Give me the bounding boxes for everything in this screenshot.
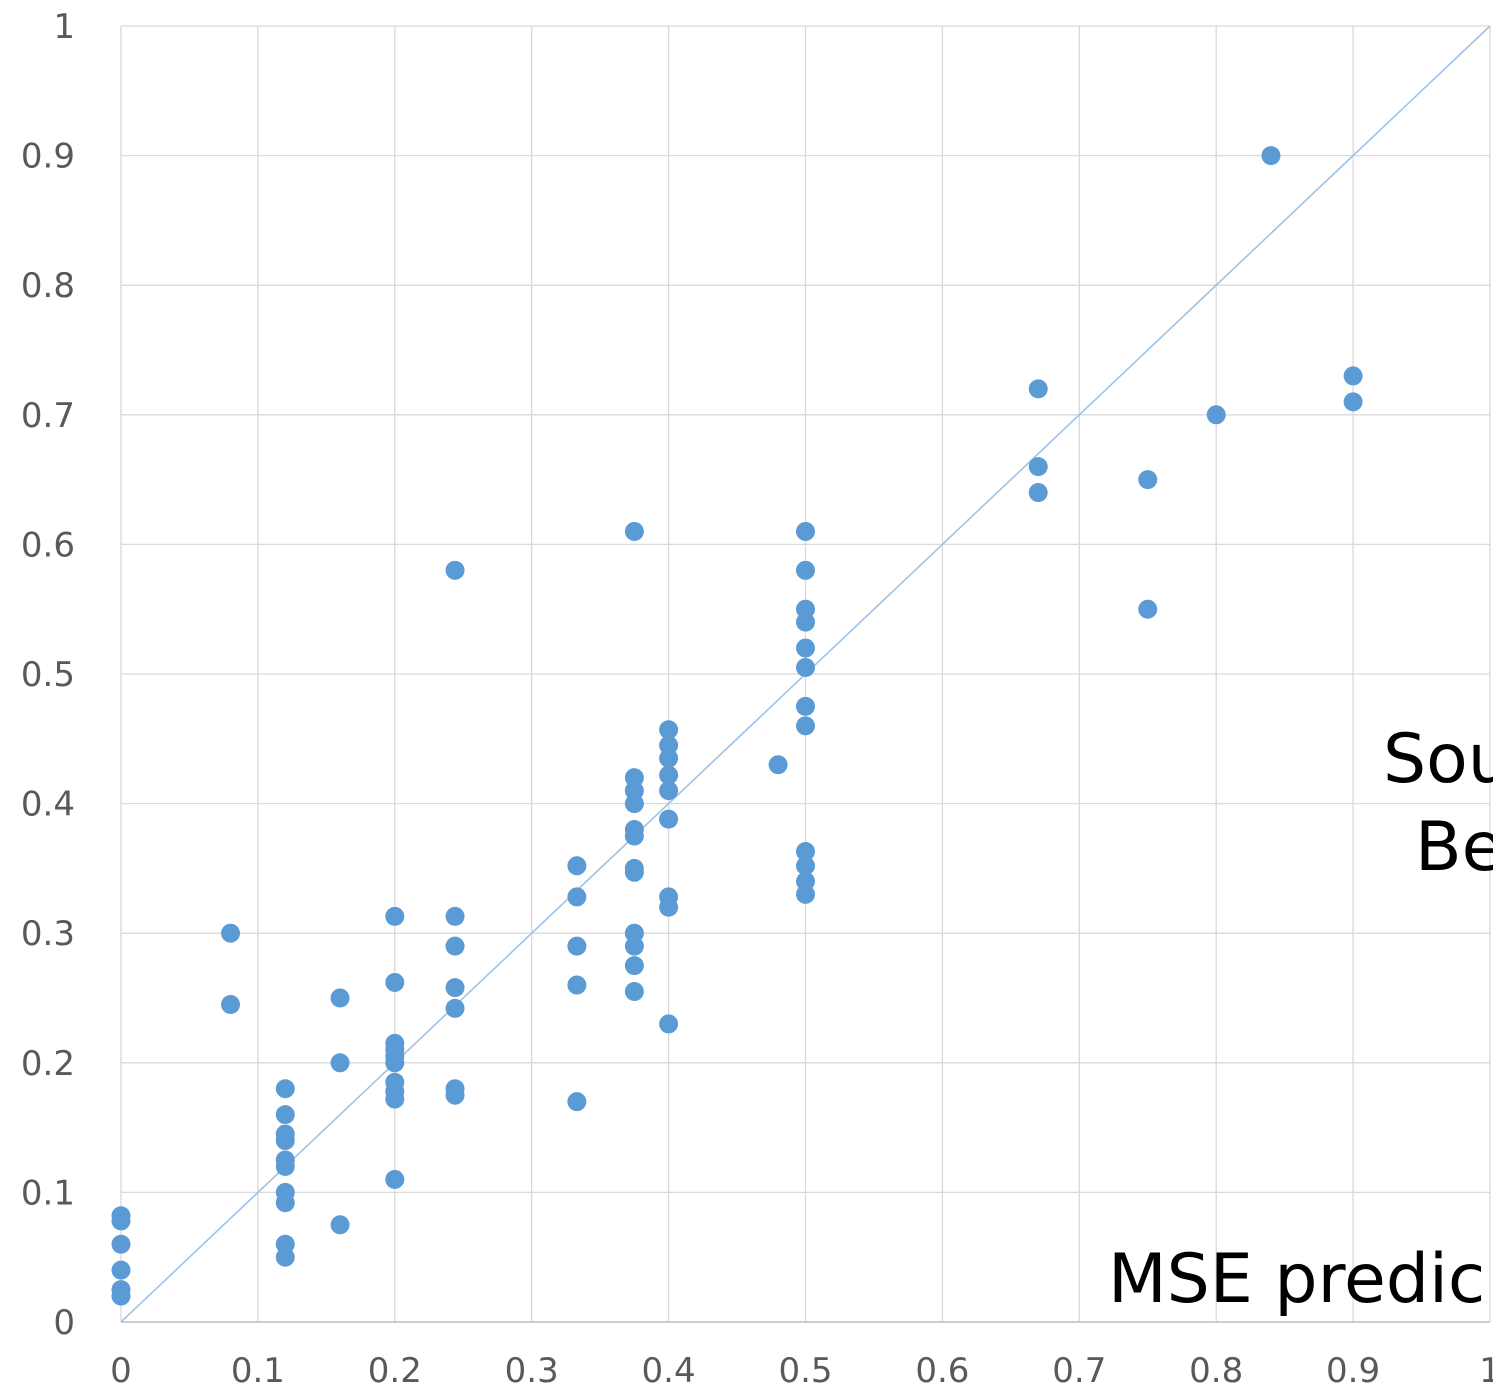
data-point <box>567 856 587 876</box>
y-tick-label: 0.4 <box>21 785 75 825</box>
data-point <box>1138 599 1158 619</box>
data-point <box>796 638 815 658</box>
data-point <box>221 994 241 1014</box>
x-tick-label: 0.8 <box>1189 1351 1243 1387</box>
data-point <box>796 716 815 736</box>
data-point <box>385 906 405 926</box>
y-tick-label: 0.9 <box>21 137 75 177</box>
y-tick-label: 1 <box>53 7 75 47</box>
data-point <box>1028 379 1048 399</box>
y-tick-label: 0.1 <box>21 1173 75 1213</box>
data-point <box>111 1211 131 1231</box>
x-tick-label: 0.2 <box>368 1351 422 1387</box>
data-point <box>659 809 679 829</box>
data-point <box>1206 405 1226 425</box>
data-point <box>445 998 465 1018</box>
data-point <box>796 521 815 541</box>
data-point <box>567 936 587 956</box>
data-point <box>445 906 465 926</box>
data-point <box>1028 457 1048 477</box>
data-point <box>624 956 644 976</box>
y-tick-labels: 0 0.1 0.2 0.3 0.4 0.5 0.6 0.7 0.8 0.9 1 <box>21 7 75 1343</box>
y-tick-label: 0 <box>53 1303 75 1343</box>
x-tick-label: 0.5 <box>778 1351 832 1387</box>
data-point <box>385 1089 405 1109</box>
data-point <box>330 988 350 1008</box>
data-point <box>567 975 587 995</box>
data-point <box>275 1247 295 1267</box>
x-tick-label: 0 <box>110 1351 132 1387</box>
y-tick-label: 0.8 <box>21 266 75 306</box>
data-point <box>111 1260 131 1280</box>
data-point <box>624 794 644 814</box>
data-point <box>796 884 815 904</box>
data-point <box>659 748 679 768</box>
y-tick-label: 0.5 <box>21 655 75 695</box>
data-point <box>624 862 644 882</box>
data-point <box>385 1169 405 1189</box>
y-tick-label: 0.7 <box>21 396 75 436</box>
data-point <box>659 781 679 801</box>
data-points <box>111 146 1363 1306</box>
data-point <box>796 612 815 632</box>
data-point <box>275 1193 295 1213</box>
data-point <box>659 1014 679 1034</box>
data-point <box>624 982 644 1002</box>
data-point <box>1261 146 1281 166</box>
data-point <box>330 1053 350 1073</box>
x-tick-label: 1 <box>1479 1351 1493 1387</box>
data-point <box>275 1156 295 1176</box>
data-point <box>624 826 644 846</box>
data-point <box>275 1131 295 1151</box>
x-tick-labels: 0 0.1 0.2 0.3 0.4 0.5 0.6 0.7 0.8 0.9 1 <box>110 1351 1493 1387</box>
data-point <box>567 1092 587 1112</box>
y-tick-label: 0.2 <box>21 1044 75 1084</box>
data-point <box>445 978 465 998</box>
data-point <box>659 765 679 785</box>
data-point <box>659 720 679 740</box>
data-point <box>796 658 815 678</box>
data-point <box>624 521 644 541</box>
data-point <box>567 887 587 907</box>
data-point <box>111 1234 131 1254</box>
x-tick-label: 0.4 <box>642 1351 696 1387</box>
data-point <box>445 936 465 956</box>
data-point <box>659 897 679 917</box>
data-point <box>445 1085 465 1105</box>
x-tick-label: 0.7 <box>1052 1351 1106 1387</box>
data-point <box>768 755 788 775</box>
data-point <box>275 1105 295 1125</box>
data-point <box>796 696 815 716</box>
data-point <box>1343 392 1363 412</box>
data-point <box>221 923 241 943</box>
y-tick-label: 0.6 <box>21 525 75 565</box>
data-point <box>445 560 465 580</box>
data-point <box>111 1286 131 1306</box>
x-tick-label: 0.3 <box>505 1351 559 1387</box>
x-tick-label: 0.9 <box>1326 1351 1380 1387</box>
x-tick-label: 0.6 <box>915 1351 969 1387</box>
data-point <box>385 972 405 992</box>
y-tick-label: 0.3 <box>21 914 75 954</box>
data-point <box>796 856 815 876</box>
data-point <box>1138 470 1158 490</box>
data-point <box>275 1079 295 1099</box>
data-point <box>385 1053 405 1073</box>
x-tick-label: 0.1 <box>231 1351 285 1387</box>
data-point <box>796 560 815 580</box>
data-point <box>796 842 815 862</box>
data-point <box>624 936 644 956</box>
data-point <box>1343 366 1363 386</box>
data-point <box>1028 483 1048 503</box>
data-point <box>330 1215 350 1235</box>
